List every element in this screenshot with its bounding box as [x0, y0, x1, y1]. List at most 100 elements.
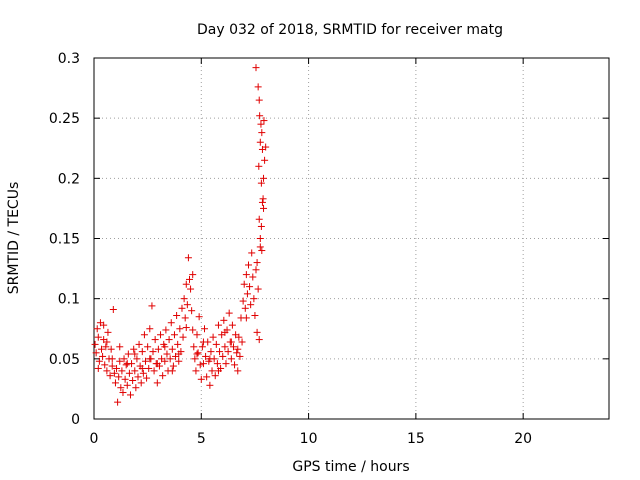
data-point	[148, 302, 156, 310]
data-point	[242, 314, 250, 322]
data-point	[175, 357, 183, 365]
plot-frame	[93, 57, 610, 420]
data-point	[185, 275, 193, 283]
data-point	[149, 348, 157, 356]
data-point	[122, 361, 130, 369]
data-point	[102, 343, 110, 351]
data-point	[162, 326, 170, 334]
data-point	[203, 373, 211, 381]
data-point	[206, 381, 214, 389]
data-point	[257, 222, 265, 230]
data-point	[146, 355, 154, 363]
data-point	[93, 325, 101, 333]
data-point	[181, 314, 189, 322]
data-point	[256, 235, 264, 242]
data-point	[258, 129, 266, 137]
data-point	[169, 362, 177, 370]
data-point	[257, 120, 265, 128]
data-point	[187, 285, 195, 293]
data-point	[224, 348, 232, 356]
data-point	[189, 271, 197, 279]
data-point	[119, 389, 127, 397]
data-point	[184, 254, 192, 262]
y-tick-label: 0.1	[58, 292, 80, 308]
chart-title: Day 032 of 2018, SRMTID for receiver mat…	[197, 22, 503, 38]
data-point	[214, 321, 222, 329]
data-point	[121, 375, 129, 383]
data-point	[198, 343, 206, 351]
data-point	[247, 301, 255, 309]
data-point	[139, 369, 147, 377]
data-point	[216, 348, 224, 356]
data-point	[256, 243, 264, 251]
data-point	[193, 350, 201, 358]
grid-lines	[94, 58, 609, 419]
data-point	[154, 345, 162, 353]
data-point	[168, 367, 176, 375]
data-point	[129, 376, 137, 384]
data-point	[256, 112, 264, 120]
x-tick-label: 10	[300, 431, 318, 447]
y-tick-label: 0.15	[49, 232, 80, 248]
data-point	[253, 259, 261, 267]
data-point	[234, 345, 242, 353]
data-point	[116, 343, 124, 351]
data-point	[199, 360, 207, 368]
data-point	[248, 249, 256, 257]
data-point	[106, 372, 114, 380]
data-point	[199, 338, 207, 346]
data-point	[208, 367, 216, 375]
data-point	[137, 379, 145, 387]
data-point	[183, 301, 191, 309]
data-point	[207, 348, 215, 356]
data-point	[229, 343, 237, 351]
data-point	[101, 361, 109, 369]
data-point	[233, 349, 241, 357]
data-point	[116, 357, 124, 365]
data-point	[190, 343, 198, 351]
data-point	[260, 174, 268, 182]
data-point	[151, 336, 159, 344]
data-point	[161, 343, 169, 351]
data-point	[209, 333, 217, 341]
data-point	[107, 345, 115, 353]
data-point	[173, 312, 181, 320]
data-point	[99, 352, 107, 360]
data-point	[98, 345, 106, 353]
data-point	[196, 361, 204, 369]
x-tick-label: 15	[407, 431, 425, 447]
data-point	[146, 325, 154, 333]
data-point	[110, 369, 118, 377]
data-point	[258, 247, 266, 255]
data-point	[153, 360, 161, 368]
data-point	[159, 372, 167, 380]
data-point	[222, 360, 230, 368]
data-point	[108, 362, 116, 370]
data-point	[254, 83, 262, 91]
data-point	[165, 336, 173, 344]
data-point	[189, 326, 197, 334]
data-point	[130, 345, 138, 353]
data-point	[117, 384, 125, 392]
data-point	[213, 360, 221, 368]
x-axis-label: GPS time / hours	[292, 459, 409, 475]
data-point	[261, 156, 269, 164]
data-point	[168, 345, 176, 353]
data-point	[225, 309, 233, 317]
data-point	[255, 162, 263, 170]
data-point	[197, 375, 205, 383]
data-point	[246, 283, 254, 291]
data-point	[123, 381, 131, 389]
data-point	[250, 295, 258, 303]
data-point	[257, 179, 265, 187]
data-point	[221, 328, 229, 336]
data-point	[260, 204, 268, 212]
data-point	[179, 333, 187, 341]
data-point	[163, 350, 171, 358]
data-point	[219, 352, 227, 360]
data-point	[145, 364, 153, 372]
data-points	[91, 64, 270, 406]
data-point	[221, 343, 229, 351]
data-point	[124, 350, 132, 358]
